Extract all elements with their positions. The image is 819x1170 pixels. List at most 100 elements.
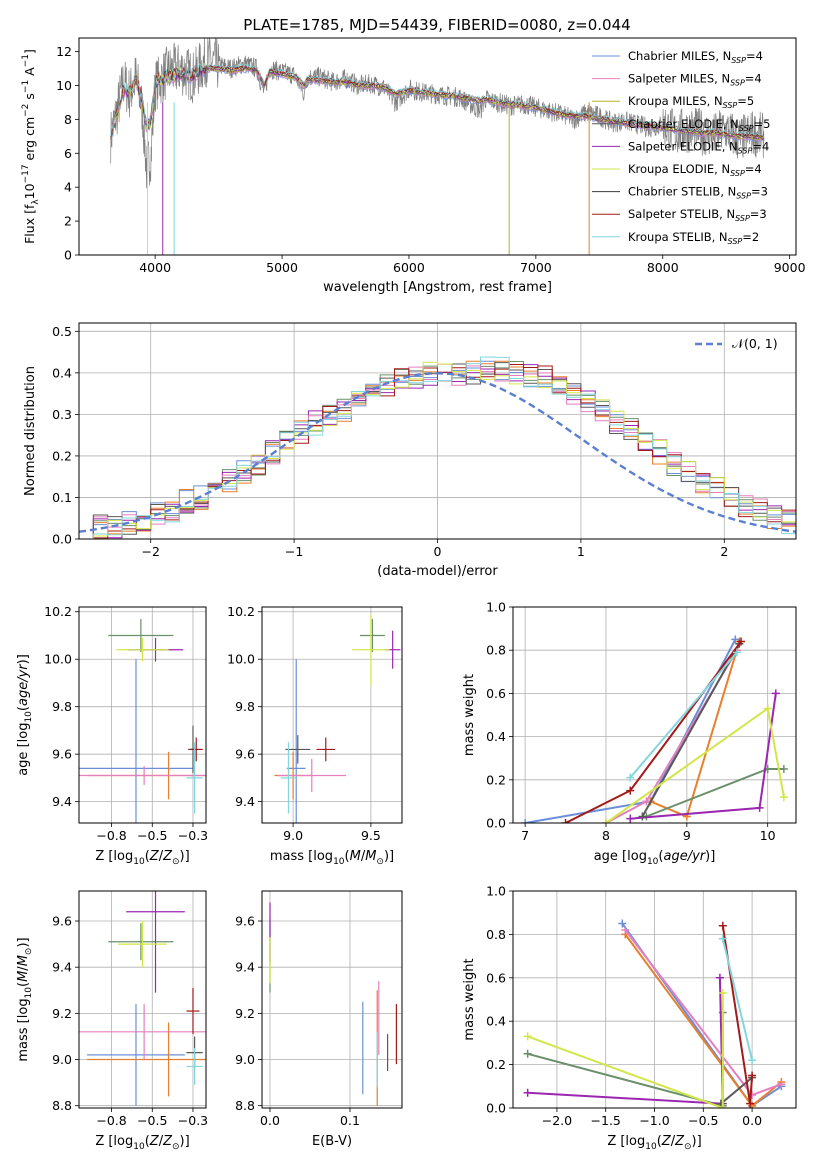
x-axis-label: E(B-V) bbox=[312, 1134, 352, 1149]
legend-label: Chabrier ELODIE, N bbox=[628, 117, 739, 131]
y-axis-label-part: ( bbox=[16, 706, 31, 711]
mass-weight-line bbox=[605, 706, 785, 823]
x-axis-label-part: )] bbox=[180, 1134, 190, 1149]
legend-entry: Chabrier MILES, NSSP=4 bbox=[628, 49, 763, 65]
x-axis-label-part: / bbox=[671, 1134, 676, 1149]
legend-entry: Kroupa ELODIE, NSSP=4 bbox=[628, 162, 762, 178]
y-tick-label: 0.2 bbox=[486, 772, 506, 787]
hist-body bbox=[79, 356, 796, 539]
x-axis-label: age [log10(age/yr)] bbox=[594, 849, 716, 867]
y-tick-label: 0.4 bbox=[52, 365, 72, 380]
x-axis-label-part: ⊙ bbox=[684, 1142, 692, 1152]
y-axis-label: Flux [fλ10−17 erg cm−2 s−1 A−1] bbox=[21, 49, 41, 244]
x-axis-label-part: 10 bbox=[647, 857, 659, 867]
x-tick-label: −0.5 bbox=[137, 828, 167, 843]
y-tick-label: 0.0 bbox=[486, 1101, 506, 1116]
y-tick-label: 0.2 bbox=[52, 448, 72, 463]
y-tick-label: 10 bbox=[56, 78, 72, 93]
y-axis-label: mass [log10(M/M⊙)] bbox=[16, 937, 34, 1061]
axes-frame bbox=[512, 890, 797, 1109]
x-axis-label: Z [log10(Z/Z⊙)] bbox=[95, 1134, 189, 1152]
x-axis-label-part: Z [log bbox=[95, 1134, 133, 1149]
y-axis-label-part: 10 bbox=[22, 183, 37, 199]
mass-weight-line bbox=[621, 922, 782, 1108]
x-axis-label: mass [log10(M/M⊙)] bbox=[270, 849, 394, 867]
mass-weight-marker bbox=[523, 1049, 532, 1058]
y-axis-label-part: 10 bbox=[24, 711, 34, 723]
mass-weight-marker bbox=[626, 786, 635, 795]
x-axis-label-part: (data-model)/error bbox=[377, 564, 498, 579]
x-tick-label: −1 bbox=[285, 544, 303, 559]
mass-weight-marker bbox=[779, 765, 788, 773]
y-axis-label-part: 10 bbox=[24, 987, 34, 999]
y-tick-label: 0.4 bbox=[486, 1014, 506, 1029]
errorbar-body bbox=[269, 902, 397, 1106]
x-tick-label: −0.8 bbox=[96, 828, 126, 843]
x-axis-label-part: wavelength [Angstrom, rest frame] bbox=[323, 280, 552, 295]
mass-weight-line bbox=[629, 651, 738, 779]
legend-label: Chabrier MILES, N bbox=[628, 49, 731, 63]
y-tick-label: 9.2 bbox=[52, 1006, 72, 1021]
y-axis-label-part: Normed distribution bbox=[23, 366, 38, 496]
y-axis-label-part: mass weight bbox=[462, 674, 477, 756]
axes-frame bbox=[261, 890, 403, 1109]
x-tick-label: 4000 bbox=[139, 260, 171, 275]
y-axis-label-part: s bbox=[22, 93, 37, 104]
mass-weight-marker bbox=[618, 919, 627, 928]
mass-weight-marker bbox=[601, 819, 610, 823]
x-tick-label: 8000 bbox=[647, 260, 679, 275]
axes-ebv-mass: 0.0 0.1 8.8 9.0 9.2 9.4 9.6 E(B-V) bbox=[235, 890, 403, 1149]
y-axis-label-part: −1 bbox=[21, 80, 31, 93]
y-tick-label: 10.2 bbox=[227, 604, 255, 619]
x-tick-label: 2 bbox=[720, 544, 728, 559]
y-tick-label: 9.4 bbox=[235, 794, 255, 809]
legend-sub: SSP bbox=[723, 101, 738, 110]
legend-suffix: =4 bbox=[746, 49, 763, 63]
legend-label: Chabrier STELIB, N bbox=[628, 185, 736, 199]
weight-body bbox=[521, 635, 788, 823]
y-tick-label: 0.6 bbox=[486, 686, 506, 701]
model-spectrum-line bbox=[110, 62, 764, 139]
y-tick-label: 0.5 bbox=[52, 324, 72, 339]
x-axis-label-part: Z bbox=[149, 849, 160, 864]
x-axis-label-part: ( bbox=[658, 849, 663, 864]
y-axis-label: Normed distribution bbox=[23, 366, 38, 496]
legend-sub: SSP bbox=[739, 124, 754, 133]
y-axis-label-part: age [log bbox=[16, 723, 31, 776]
x-tick-label: 7 bbox=[521, 828, 529, 843]
residual-histogram bbox=[79, 362, 796, 539]
legend-entry: Chabrier STELIB, NSSP=3 bbox=[628, 185, 768, 201]
x-axis-label: Z [log10(Z/Z⊙)] bbox=[95, 849, 189, 867]
legend-label: Salpeter STELIB, N bbox=[628, 207, 735, 221]
legend-entry: Kroupa MILES, NSSP=5 bbox=[628, 94, 754, 110]
legend-sub: SSP bbox=[738, 146, 753, 155]
y-axis-label-part: )] bbox=[16, 654, 31, 664]
y-axis-label-part: age/yr bbox=[16, 663, 31, 706]
x-axis-label-part: ( bbox=[657, 1134, 662, 1149]
x-axis-label-part: 10 bbox=[133, 1142, 145, 1152]
residual-histogram bbox=[79, 356, 796, 539]
x-axis-label: (data-model)/error bbox=[377, 564, 498, 579]
y-axis-label-part: mass weight bbox=[462, 958, 477, 1040]
y-tick-label: 10.0 bbox=[44, 652, 72, 667]
legend-sub: SSP bbox=[736, 192, 751, 201]
y-axis-label-part: erg cm bbox=[22, 117, 37, 165]
axes-frame bbox=[78, 37, 797, 256]
y-tick-label: 0.2 bbox=[486, 1057, 506, 1072]
x-axis-label-part: Z [log bbox=[607, 1134, 645, 1149]
x-tick-label: −2 bbox=[141, 544, 159, 559]
y-tick-label: 10.0 bbox=[227, 652, 255, 667]
legend-entry: Salpeter STELIB, NSSP=3 bbox=[628, 207, 767, 223]
legend-suffix: =4 bbox=[752, 139, 769, 153]
mass-weight-marker bbox=[523, 1088, 532, 1097]
y-tick-label: 1.0 bbox=[486, 884, 506, 899]
x-tick-label: 9 bbox=[683, 828, 691, 843]
x-axis-label-part: / bbox=[159, 1134, 164, 1149]
x-tick-label: −1.0 bbox=[639, 1113, 669, 1128]
y-tick-label: 9.2 bbox=[235, 1006, 255, 1021]
x-tick-label: −0.3 bbox=[178, 828, 208, 843]
data-spectrum-line bbox=[110, 38, 765, 189]
mass-weight-marker bbox=[715, 973, 724, 982]
legend-entry: Kroupa STELIB, NSSP=2 bbox=[628, 230, 759, 246]
